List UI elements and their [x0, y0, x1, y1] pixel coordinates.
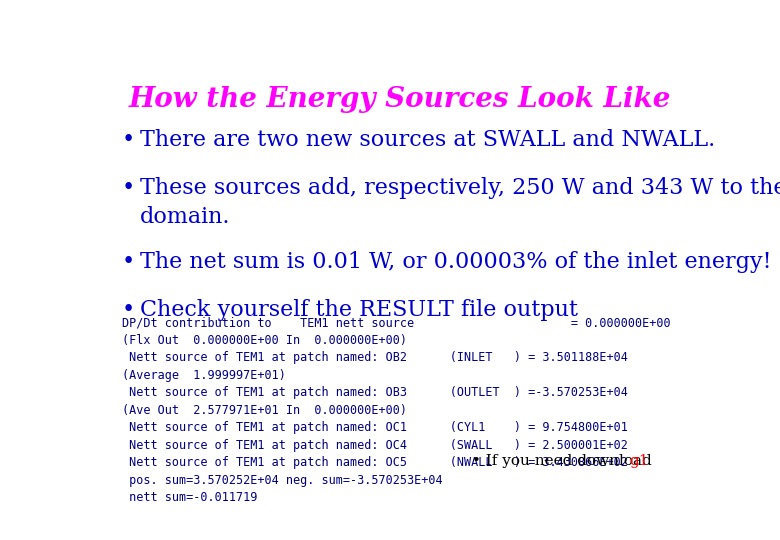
Text: How the Energy Sources Look Like: How the Energy Sources Look Like — [129, 85, 671, 113]
Text: •: • — [122, 251, 135, 273]
Text: There are two new sources at SWALL and NWALL.: There are two new sources at SWALL and N… — [140, 129, 715, 151]
Text: The net sum is 0.01 W, or 0.00003% of the inlet energy!: The net sum is 0.01 W, or 0.00003% of th… — [140, 251, 771, 273]
Text: • If you need download: • If you need download — [473, 454, 657, 468]
Text: Check yourself the RESULT file output: Check yourself the RESULT file output — [140, 299, 578, 321]
Text: •: • — [122, 177, 135, 199]
Text: These sources add, respectively, 250 W and 343 W to the
domain.: These sources add, respectively, 250 W a… — [140, 177, 780, 228]
Text: •: • — [122, 299, 135, 321]
Text: g1: g1 — [629, 454, 649, 468]
Text: DP/Dt contribution to    TEM1 nett source                      = 0.000000E+00
(F: DP/Dt contribution to TEM1 nett source =… — [122, 316, 670, 504]
Text: •: • — [122, 129, 135, 151]
